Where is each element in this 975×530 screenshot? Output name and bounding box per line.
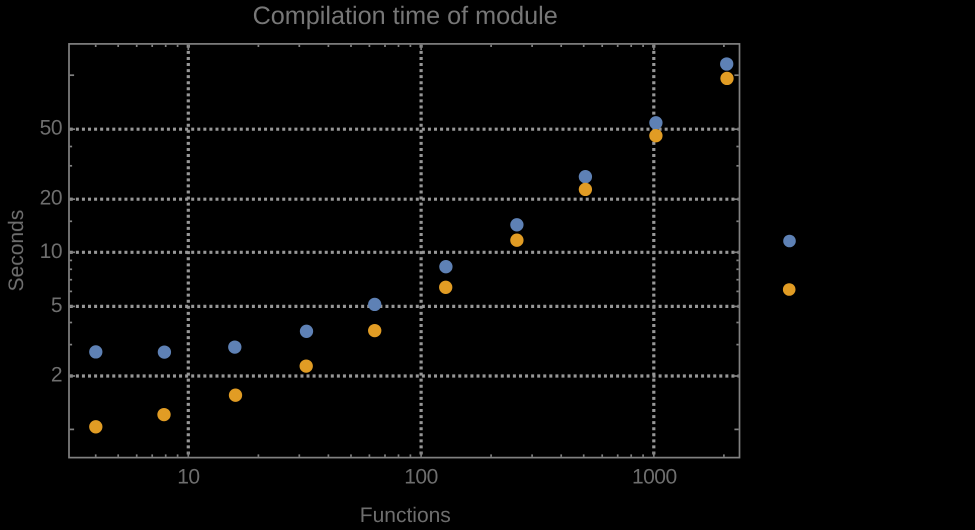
svg-text:Compilation time of module: Compilation time of module (253, 2, 558, 30)
svg-text:10: 10 (177, 466, 199, 489)
svg-text:1000: 1000 (632, 466, 677, 489)
svg-text:10: 10 (40, 240, 62, 263)
svg-text:2: 2 (51, 364, 62, 387)
svg-text:100: 100 (404, 466, 438, 489)
svg-text:Seconds: Seconds (5, 210, 28, 292)
svg-text:Functions: Functions (360, 504, 451, 525)
svg-text:50: 50 (40, 117, 62, 140)
svg-text:20: 20 (40, 187, 62, 210)
svg-text:5: 5 (51, 294, 62, 317)
